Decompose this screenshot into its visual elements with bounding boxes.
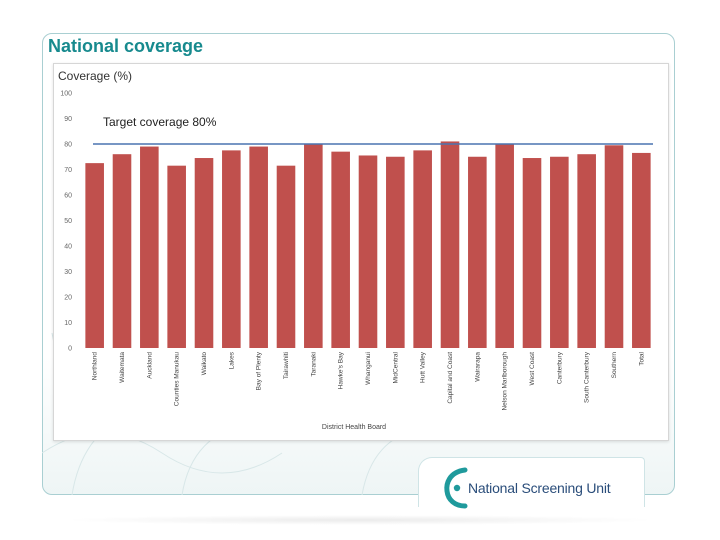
bar xyxy=(276,165,296,348)
bar xyxy=(194,158,214,348)
x-tick-label: MidCentral xyxy=(392,351,399,383)
x-tick-label: Waitemata xyxy=(119,352,126,383)
bar xyxy=(331,151,350,348)
bar xyxy=(112,154,132,348)
y-tick-label: 60 xyxy=(64,193,72,200)
bar xyxy=(522,158,542,348)
bar xyxy=(632,152,651,348)
bar xyxy=(468,156,487,348)
bar xyxy=(358,155,378,348)
x-axis-labels: Northland Waitemata Auckland Counties Manuk… xyxy=(92,351,646,410)
x-tick-label: Nelson Marlborough xyxy=(502,352,509,411)
y-tick-label: 20 xyxy=(64,295,72,302)
bar xyxy=(304,144,323,348)
bar xyxy=(550,156,569,348)
y-tick-label: 90 xyxy=(64,116,72,123)
y-tick-label: 10 xyxy=(64,320,72,327)
x-tick-label: Canterbury xyxy=(556,351,563,384)
x-tick-label: Counties Manukau xyxy=(174,352,181,407)
bar xyxy=(167,165,186,348)
x-tick-label: Taranaki xyxy=(310,352,317,377)
bar xyxy=(440,141,460,348)
chart-title: Coverage (%) xyxy=(58,69,132,83)
x-axis-title: District Health Board xyxy=(322,424,386,431)
y-tick-label: 100 xyxy=(60,91,72,98)
y-tick-label: 0 xyxy=(68,346,72,353)
bar xyxy=(249,146,268,348)
y-tick-label: 30 xyxy=(64,269,72,276)
x-tick-label: Auckland xyxy=(146,352,153,379)
y-tick-label: 40 xyxy=(64,244,72,251)
x-tick-label: Wairarapa xyxy=(474,352,481,382)
x-tick-label: Tairawhiti xyxy=(283,352,290,379)
target-label: Target coverage 80% xyxy=(103,115,217,129)
bars xyxy=(85,141,651,348)
x-tick-label: Total xyxy=(638,351,645,365)
x-tick-label: Southern xyxy=(611,352,618,379)
y-tick-label: 50 xyxy=(64,218,72,225)
x-tick-label: Bay of Plenty xyxy=(256,351,263,390)
bar xyxy=(495,144,514,348)
x-tick-label: Lakes xyxy=(228,351,235,369)
national-screening-unit-logo-icon xyxy=(444,467,468,509)
y-tick-label: 70 xyxy=(64,167,72,174)
y-tick-label: 80 xyxy=(64,142,72,149)
bar xyxy=(386,156,405,348)
coverage-bar-chart: Coverage (%) 0 10 20 30 40 50 60 70 80 90 100 Targ… xyxy=(58,69,653,431)
bar xyxy=(85,163,104,348)
x-tick-label: Whanganui xyxy=(365,352,372,385)
bar xyxy=(140,146,159,348)
x-tick-label: South Canterbury xyxy=(584,351,591,403)
logo-text: National Screening Unit xyxy=(468,480,611,496)
x-tick-label: Capital and Coast xyxy=(447,352,454,404)
bar xyxy=(222,150,241,348)
logo-box xyxy=(418,457,645,507)
slide-title: National coverage xyxy=(48,36,204,56)
x-tick-label: Northland xyxy=(92,352,99,381)
x-tick-label: West Coast xyxy=(529,352,536,386)
bottom-shadow xyxy=(60,515,660,525)
bar xyxy=(577,154,596,348)
bar xyxy=(413,150,432,348)
bar xyxy=(604,145,624,348)
x-tick-label: Hutt Valley xyxy=(420,351,427,383)
y-axis-ticks: 0 10 20 30 40 50 60 70 80 90 100 xyxy=(60,91,72,353)
x-tick-label: Hawke's Bay xyxy=(338,351,345,389)
x-tick-label: Waikato xyxy=(201,352,208,376)
